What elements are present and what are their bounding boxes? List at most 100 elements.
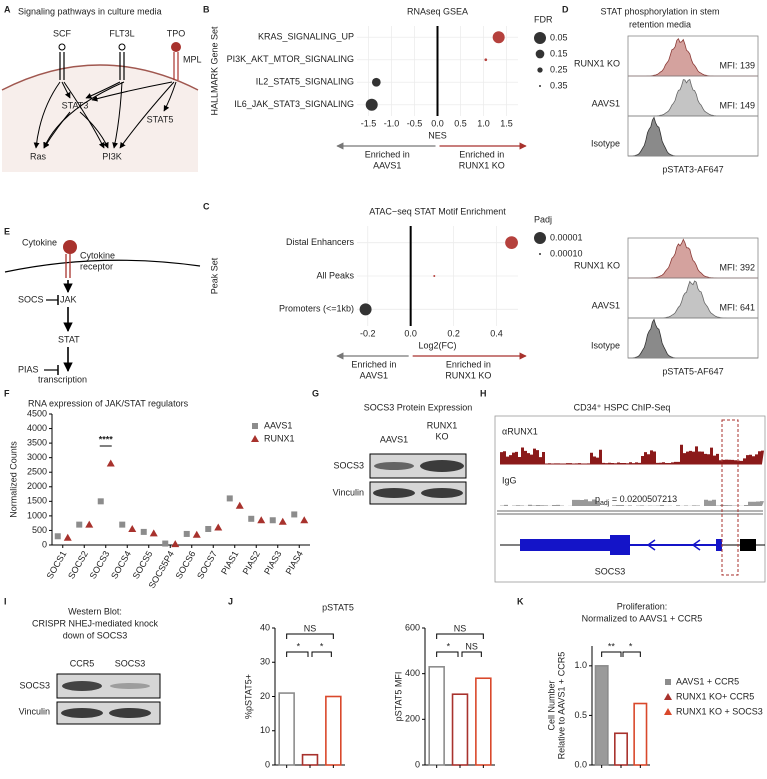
legend-marker [252,423,258,429]
track [500,444,764,464]
y-tick-label: 0.5 [574,710,587,720]
y-tick-label: 2500 [27,467,47,477]
y-axis-label: Peak Set [209,257,219,294]
row-label: AAVS1 [592,300,620,310]
receptor-label: MPL [183,54,202,64]
histogram [628,37,758,77]
legend-marker [664,708,672,715]
chart-title: Normalized to AAVS1 + CCR5 [582,613,703,623]
row-label: RUNX1 KO [574,260,620,270]
legend-title: FDR [534,14,553,24]
legend-label: 0.05 [550,32,568,42]
inhibitor: SOCS [18,294,44,304]
x-tick-label: PIAS4 [284,549,305,576]
bar [325,695,342,766]
panel-label: H [480,388,487,398]
stat-part: = 0.0200507213 [609,494,677,504]
lane-label: RUNX1 [427,420,458,430]
legend-dot [534,232,546,244]
bracket [622,651,641,657]
point [183,530,190,537]
cell [2,65,198,172]
y-tick-label: 0.0 [574,759,587,769]
annotation: RUNX1 KO [459,160,505,170]
y-tick-label: 400 [405,668,420,678]
y-tick-label: 2000 [27,481,47,491]
row-label: SOCS3 [19,680,50,690]
arrow [163,81,177,112]
x-axis-label: pSTAT3-AF647 [662,164,723,174]
stat-label: padj = 0.0200507213 [595,494,677,506]
node: STAT5 [147,114,174,124]
legend-dot [539,85,541,87]
lane-label: KO [435,431,448,441]
x-axis-label: Log2(FC) [418,340,456,350]
dot [505,236,518,250]
band [373,488,415,498]
legend-label: 0.25 [550,64,568,74]
panel-title: down of SOCS3 [63,630,128,640]
strand [646,539,701,551]
frame [627,237,759,359]
panel-label: K [517,596,524,606]
point [162,540,169,547]
chart-title: ATAC−seq STAT Motif Enrichment [369,206,506,216]
legend-dot [539,253,541,255]
band [420,460,464,472]
lane-label: SOCS3 [115,658,146,668]
point [171,540,180,548]
annotation: Enriched in [459,149,504,159]
membrane [4,259,201,273]
legend-marker [665,679,671,685]
panel-title: CD34⁺ HSPC ChIP-Seq [574,402,671,412]
panel-title: CRISPR NHEJ-mediated knock [32,618,159,628]
x-tick-label: 0.4 [490,328,503,338]
receptor-head [58,43,66,51]
y-tick-label: KRAS_SIGNALING_UP [258,32,354,42]
significance: ** [608,641,616,651]
exon [610,535,630,555]
legend-label: 0.15 [550,48,568,58]
y-tick-label: 3500 [27,437,47,447]
point [291,511,298,518]
y-axis-label: %pSTAT5+ [243,674,253,719]
arrow [79,111,109,149]
legend-dot [537,67,543,73]
panel-label: G [312,388,319,398]
chart-title: Proliferation: [617,601,668,611]
bracket [286,651,309,657]
bracket [436,633,484,639]
bar [614,732,628,766]
histogram [628,280,758,319]
panel-title: SOCS3 Protein Expression [364,402,473,412]
point [106,459,115,467]
significance: NS [304,623,317,633]
arrow [112,81,123,149]
point [248,515,255,522]
ligand: SCF [53,28,72,38]
bar [633,702,648,766]
exon [740,539,756,551]
stat-part: p [595,494,600,504]
legend-label: 0.35 [550,80,568,90]
bar [594,665,609,766]
y-tick-label: 0 [265,759,270,769]
arrow [43,111,71,149]
receptor-label: Cytokine [80,250,115,260]
significance: * [320,641,324,651]
point [76,521,83,528]
bar [451,693,469,766]
node: transcription [38,374,87,384]
x-tick-label: 0.2 [447,328,460,338]
annotation: AAVS1 [373,160,401,170]
panel-label: C [203,201,210,211]
y-tick-label: 1500 [27,496,47,506]
track-label: αRUNX1 [502,426,538,436]
y-tick-label: 20 [260,691,270,701]
chart-title: RNA expression of JAK/STAT regulators [28,398,189,408]
dot [359,303,372,316]
band [109,708,151,718]
x-tick-label: 0.0 [404,328,417,338]
lane-label: CCR5 [70,658,95,668]
